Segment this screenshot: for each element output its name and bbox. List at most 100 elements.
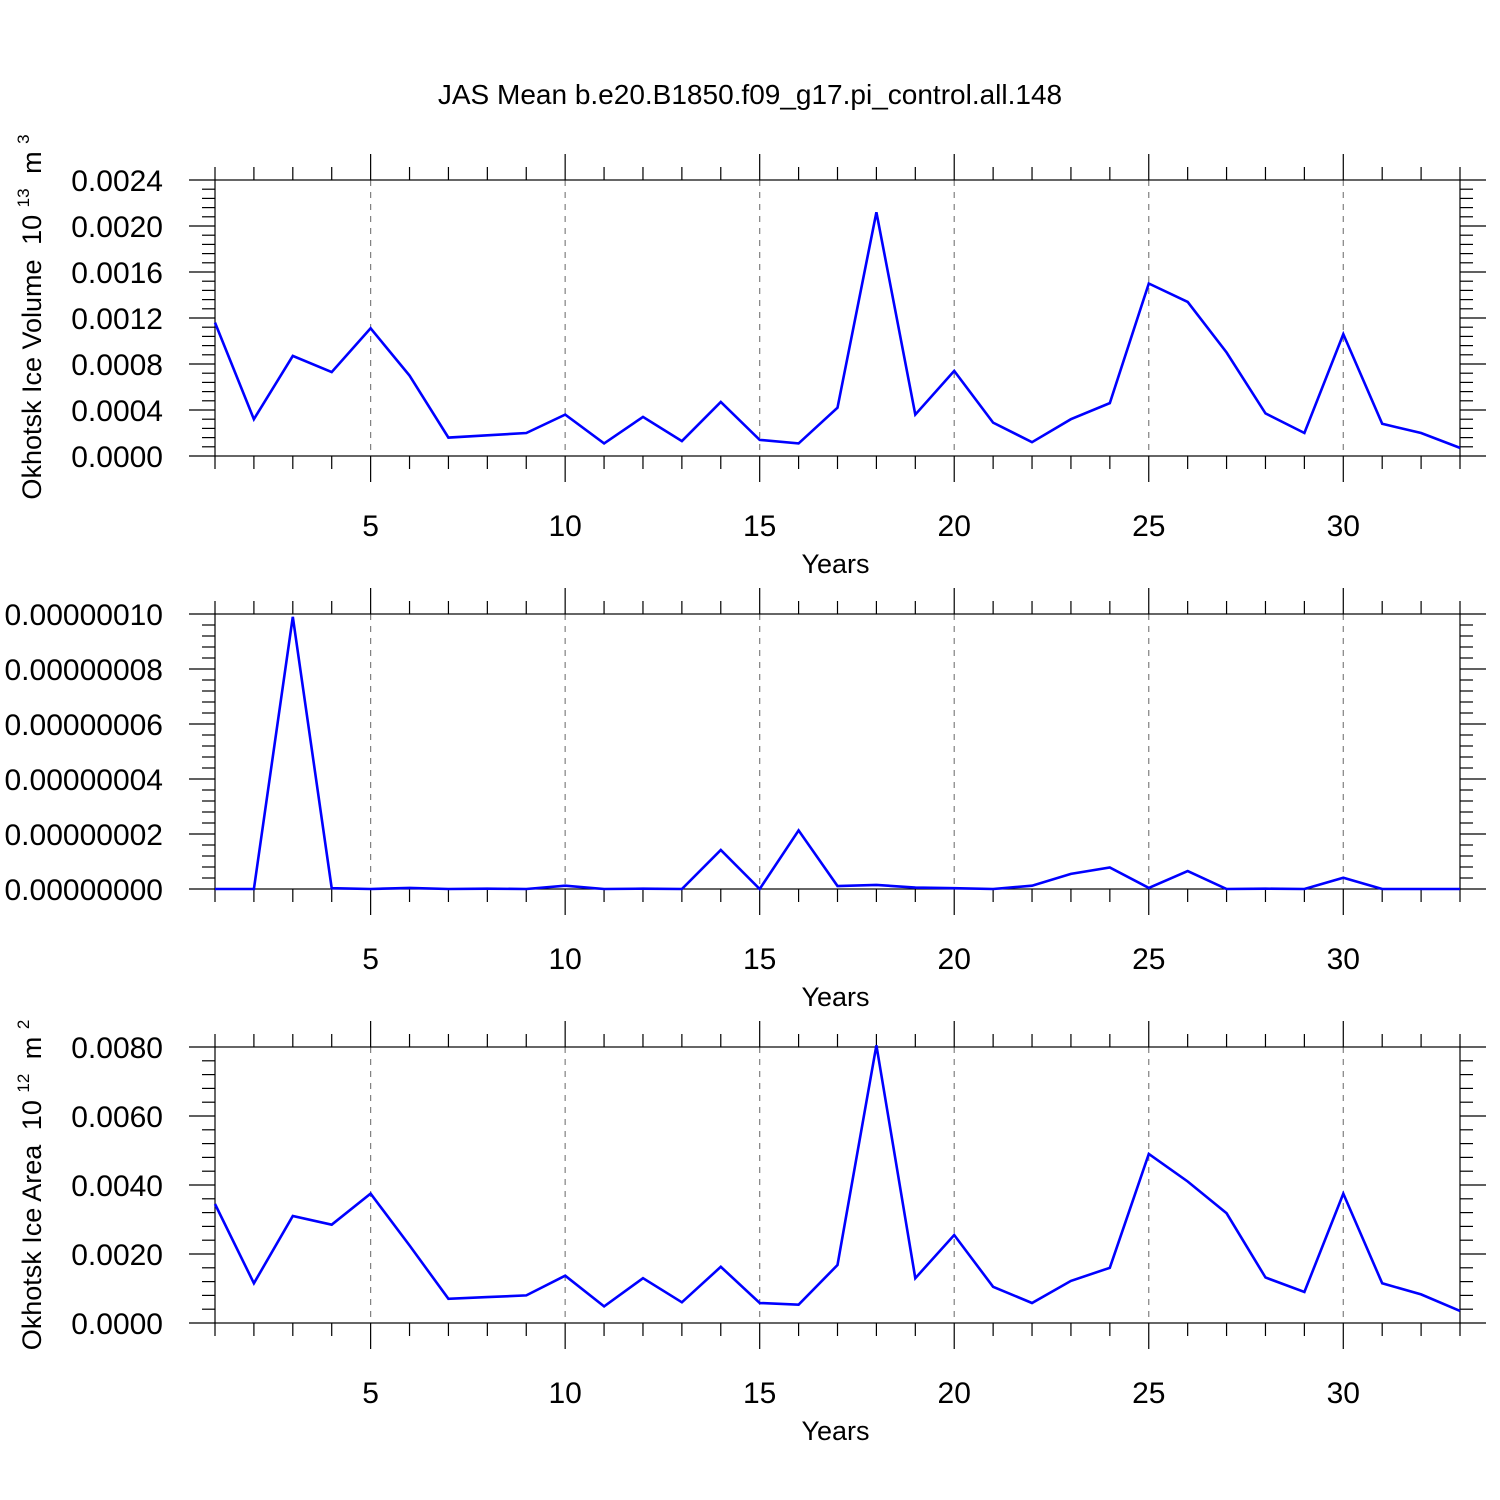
panel-middle-point-23 [1069, 872, 1073, 876]
panel-ice-volume-xtick-label-20: 20 [938, 510, 971, 543]
panel-ice-volume-ticks [189, 154, 1486, 482]
panel-ice-area-ytick-label-4: 0.0080 [71, 1032, 163, 1065]
panel-ice-volume-point-16 [797, 441, 801, 445]
panel-ice-volume-point-22 [1030, 440, 1034, 444]
panel-middle-point-26 [1186, 869, 1190, 873]
panel-middle-points [213, 615, 1462, 891]
panel-ice-area-point-27 [1225, 1211, 1229, 1215]
panel-middle-point-7 [446, 887, 450, 891]
panel-ice-volume-xtick-label-5: 5 [362, 510, 379, 543]
panel-ice-area-y-axis-title-text: Okhotsk Ice Area [17, 1144, 47, 1351]
panel-ice-area-xtick-label-20: 20 [938, 1377, 971, 1410]
panel-ice-volume-ytick-label-1: 0.0004 [71, 395, 163, 428]
panel-ice-area-ytick-label-3: 0.0060 [71, 1101, 163, 1134]
panel-ice-area-point-8 [485, 1295, 489, 1299]
panel-middle-point-5 [369, 887, 373, 891]
panel-middle-point-31 [1380, 887, 1384, 891]
panel-ice-volume-y-unit-exp: 13 [14, 188, 33, 207]
panel-ice-volume-point-5 [369, 326, 373, 330]
panel-middle-point-32 [1419, 887, 1423, 891]
panel-ice-volume-point-21 [991, 421, 995, 425]
panel-ice-volume-ytick-label-4: 0.0016 [71, 257, 163, 290]
panel-ice-volume-point-9 [524, 431, 528, 435]
panel-ice-volume-ytick-label-5: 0.0020 [71, 211, 163, 244]
panel-middle-point-6 [408, 886, 412, 890]
panel-ice-volume-y-unit-base: 10 [17, 215, 47, 245]
panel-ice-volume-point-18 [874, 210, 878, 214]
panel-ice-volume-point-29 [1302, 431, 1306, 435]
panel-ice-volume-y-unit-name-exp: 3 [14, 134, 33, 143]
panel-ice-volume-ytick-label-3: 0.0012 [71, 303, 163, 336]
panel-ice-area-point-31 [1380, 1281, 1384, 1285]
panel-ice-area-point-14 [719, 1265, 723, 1269]
panel-ice-area-point-20 [952, 1233, 956, 1237]
panel-ice-volume-xtick-label-30: 30 [1327, 510, 1360, 543]
panel-ice-area-point-13 [680, 1300, 684, 1304]
panel-ice-volume-point-33 [1458, 446, 1462, 450]
panel-middle-point-21 [991, 887, 995, 891]
panel-middle-ytick-label-0: 0.00000000 [5, 874, 164, 907]
panel-middle-point-17 [836, 884, 840, 888]
panel-ice-volume-ytick-label-2: 0.0008 [71, 349, 163, 382]
panel-ice-volume-ytick-label-6: 0.0024 [71, 165, 163, 198]
panel-ice-area-point-26 [1186, 1180, 1190, 1184]
panel-middle-point-30 [1341, 876, 1345, 880]
panel-ice-area-point-12 [641, 1276, 645, 1280]
panel-ice-area-point-24 [1108, 1266, 1112, 1270]
panel-ice-area-xtick-label-10: 10 [548, 1377, 581, 1410]
panel-ice-area-y-unit-base: 10 [17, 1100, 47, 1130]
panel-ice-volume-frame [214, 179, 1461, 457]
panel-ice-area-point-21 [991, 1285, 995, 1289]
panel-middle-point-15 [758, 887, 762, 891]
panel-ice-area-points [213, 1043, 1462, 1313]
panel-middle-xtick-label-15: 15 [743, 943, 776, 976]
panel-ice-volume-grid [370, 180, 1344, 456]
panel-middle-xtick-label-20: 20 [938, 943, 971, 976]
panel-middle-point-12 [641, 887, 645, 891]
panel-ice-area-point-18 [874, 1043, 878, 1047]
panel-ice-volume-xtick-label-25: 25 [1132, 510, 1165, 543]
panel-ice-area-point-23 [1069, 1279, 1073, 1283]
panel-ice-volume-point-17 [836, 406, 840, 410]
panel-ice-area-point-7 [446, 1297, 450, 1301]
panel-ice-volume-x-axis-title: Years [801, 549, 869, 579]
panel-ice-volume-point-25 [1147, 282, 1151, 286]
panel-ice-area-xtick-label-15: 15 [743, 1377, 776, 1410]
panel-ice-volume-point-30 [1341, 332, 1345, 336]
panel-middle-tick-labels: 5 10 15 20 25 30 0.00000000 0.00000002 0.0000000… [5, 599, 1360, 976]
panel-ice-volume-y-axis-title: Okhotsk Ice Volume 10 13 m 3 [5, 134, 47, 499]
panel-ice-area-point-6 [408, 1243, 412, 1247]
panel-ice-area-point-32 [1419, 1292, 1423, 1296]
panel-ice-volume-tick-labels: 5 10 15 20 25 30 0.0000 0.0004 0.0008 0.0012 0.001… [71, 165, 1360, 543]
panel-ice-area-ytick-label-1: 0.0020 [71, 1239, 163, 1272]
panel-ice-area-y-axis-title: Okhotsk Ice Area 10 12 m 2 [5, 1020, 47, 1351]
panel-ice-volume-point-12 [641, 415, 645, 419]
panel-ice-area-ticks [189, 1021, 1486, 1349]
panel-middle-frame [214, 613, 1461, 890]
panel-ice-volume-point-32 [1419, 431, 1423, 435]
panel-middle-point-19 [913, 886, 917, 890]
panel-ice-area-point-2 [252, 1281, 256, 1285]
panel-middle-ytick-label-1: 0.00000002 [5, 819, 164, 852]
panel-middle-point-4 [330, 886, 334, 890]
panel-middle-point-14 [719, 848, 723, 852]
panel-ice-volume-point-23 [1069, 417, 1073, 421]
panel-middle-point-16 [797, 828, 801, 832]
panel-ice-area-point-3 [291, 1214, 295, 1218]
panel-middle-xtick-label-10: 10 [548, 943, 581, 976]
panel-middle-point-3 [291, 615, 295, 619]
panel-ice-volume-point-10 [563, 413, 567, 417]
panel-middle-point-22 [1030, 884, 1034, 888]
panel-ice-volume-point-28 [1264, 411, 1268, 415]
panel-ice-area-xtick-label-5: 5 [362, 1377, 379, 1410]
panel-ice-volume-ytick-label-0: 0.0000 [71, 441, 163, 474]
panel-ice-volume-point-6 [408, 374, 412, 378]
panel-ice-volume-point-14 [719, 400, 723, 404]
panel-ice-area-point-19 [913, 1276, 917, 1280]
panel-ice-area-grid [370, 1047, 1344, 1323]
panel-middle-series-line [215, 616, 1460, 892]
panel-ice-area-point-29 [1302, 1290, 1306, 1294]
panel-middle-point-27 [1225, 887, 1229, 891]
panel-ice-area-point-17 [836, 1263, 840, 1267]
panel-ice-volume-y-unit-name: m [17, 151, 47, 174]
